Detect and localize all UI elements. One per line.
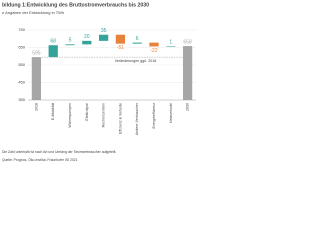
chart-subtitle: n Angaben der Entwicklung in TWh: [2, 10, 64, 15]
value-label: 20: [84, 34, 90, 40]
bar: [132, 42, 142, 44]
x-tick-label: Rechenzentren: [102, 103, 106, 127]
bar: [115, 34, 126, 44]
x-tick-label: 2030: [186, 103, 190, 111]
x-tick-label: Andere Verbraucher: [135, 102, 139, 135]
chart: bildung 1:Entwicklung des Bruttostromver…: [2, 2, 196, 162]
x-tick-label: Energieeffizienz: [152, 103, 156, 129]
footnote: Quelle: Prognos, Öko-Institut, Fraunhofe…: [2, 158, 78, 162]
bar: [31, 57, 42, 100]
y-tick-label: 550: [18, 62, 25, 67]
value-label: -51: [117, 45, 124, 51]
value-label: 35: [101, 28, 107, 34]
value-label: -22: [150, 48, 157, 54]
bar: [98, 34, 109, 41]
x-tick-label: Effizienz & Verluste: [118, 103, 122, 134]
bar: [182, 46, 193, 100]
y-tick-label: 750: [18, 27, 25, 32]
bar: [149, 42, 159, 47]
chart-title: bildung 1:Entwicklung des Bruttostromver…: [2, 2, 149, 8]
value-label: 6: [136, 36, 139, 42]
x-tick-label: Elektrolyse: [85, 103, 89, 121]
value-label: 658: [183, 39, 192, 45]
footnote: Die Zahl unterhalb ist nach Art und Umfa…: [2, 150, 116, 154]
x-tick-label: E-Mobilität: [51, 103, 55, 120]
value-label: 595: [32, 50, 41, 56]
x-tick-label: 2018: [34, 103, 38, 111]
bar: [82, 40, 92, 45]
bar: [166, 46, 176, 47]
bar: [65, 44, 75, 46]
annotation: Veränderungen ggü. 2018: [115, 59, 157, 63]
y-tick-label: 350: [18, 97, 25, 102]
value-label: 68: [50, 39, 56, 45]
y-tick-label: 650: [18, 45, 25, 50]
x-tick-label: Wärmepumpen: [68, 103, 72, 128]
value-label: 1: [169, 40, 172, 46]
y-tick-label: 450: [18, 80, 25, 85]
value-label: 5: [69, 38, 72, 44]
bar: [48, 45, 58, 58]
x-tick-label: Netzverluste: [169, 103, 173, 123]
